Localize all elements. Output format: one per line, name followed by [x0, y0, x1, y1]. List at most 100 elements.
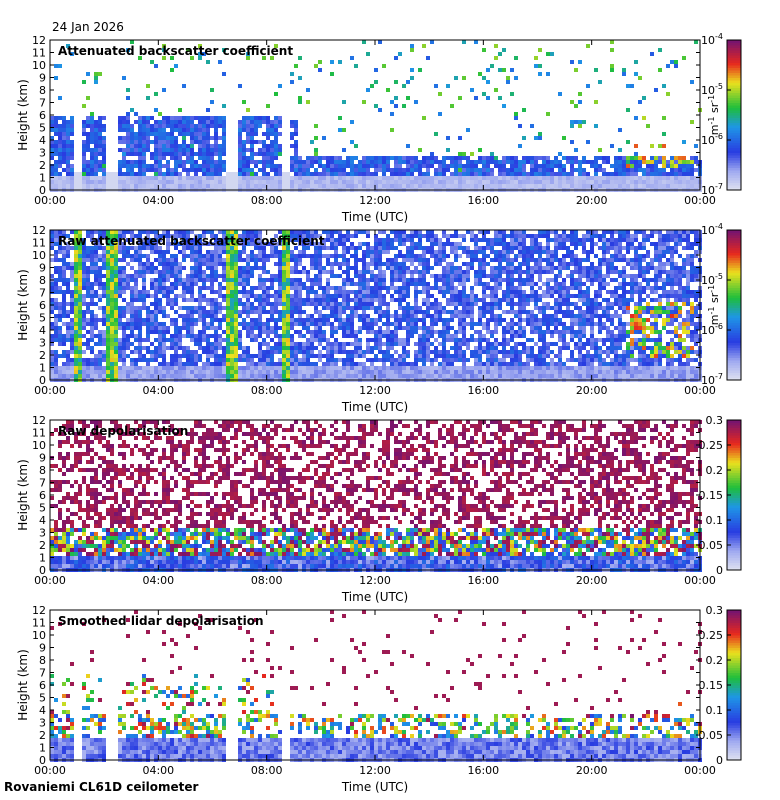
- heatmap-cell: [146, 124, 150, 128]
- heatmap-cell: [142, 132, 146, 136]
- heatmap-cell: [414, 286, 418, 290]
- heatmap-cell: [434, 84, 438, 88]
- colorbar-cell: [727, 145, 741, 148]
- heatmap-cell: [94, 128, 98, 132]
- heatmap-cell: [218, 250, 222, 254]
- heatmap-cell: [130, 298, 134, 302]
- heatmap-cell: [126, 254, 130, 258]
- heatmap-cell: [302, 238, 306, 242]
- heatmap-cell: [190, 358, 194, 362]
- heatmap-cell: [402, 160, 406, 164]
- heatmap-cell: [294, 124, 298, 128]
- heatmap-cell: [394, 160, 398, 164]
- heatmap-cell: [554, 160, 558, 164]
- heatmap-cell: [274, 242, 278, 246]
- heatmap-cell: [102, 262, 106, 266]
- heatmap-cell: [374, 318, 378, 322]
- heatmap-cell: [618, 176, 622, 180]
- heatmap-cell: [330, 266, 334, 270]
- heatmap-cell: [558, 92, 562, 96]
- heatmap-cell: [634, 160, 638, 164]
- heatmap-cell: [198, 144, 202, 148]
- heatmap-cell: [94, 342, 98, 346]
- heatmap-cell: [54, 334, 58, 338]
- heatmap-cell: [162, 342, 166, 346]
- heatmap-cell: [482, 92, 486, 96]
- heatmap-cell: [82, 168, 86, 172]
- heatmap-cell: [190, 242, 194, 246]
- heatmap-cell: [214, 270, 218, 274]
- heatmap-cell: [354, 254, 358, 258]
- heatmap-cell: [82, 250, 86, 254]
- heatmap-cell: [574, 104, 578, 108]
- heatmap-cell: [366, 52, 370, 56]
- heatmap-cell: [414, 310, 418, 314]
- heatmap-cell: [158, 156, 162, 160]
- heatmap-cell: [106, 366, 110, 370]
- heatmap-cell: [206, 172, 210, 176]
- heatmap-cell: [226, 310, 230, 314]
- heatmap-cell: [282, 346, 286, 350]
- heatmap-cell: [142, 302, 146, 306]
- heatmap-cell: [474, 164, 478, 168]
- heatmap-cell: [98, 298, 102, 302]
- heatmap-cell: [90, 346, 94, 350]
- heatmap-cell: [338, 262, 342, 266]
- heatmap-cell: [54, 254, 58, 258]
- heatmap-cell: [342, 238, 346, 242]
- heatmap-cell: [402, 346, 406, 350]
- heatmap-cell: [126, 334, 130, 338]
- heatmap-cell: [90, 266, 94, 270]
- heatmap-cell: [86, 322, 90, 326]
- heatmap-cell: [382, 184, 386, 188]
- heatmap-cell: [166, 362, 170, 366]
- heatmap-cell: [146, 84, 150, 88]
- heatmap-cell: [54, 160, 58, 164]
- heatmap-cell: [414, 242, 418, 246]
- colorbar-cell: [727, 127, 741, 131]
- heatmap-cell: [670, 176, 674, 180]
- heatmap-cell: [238, 366, 242, 370]
- heatmap-cell: [122, 354, 126, 358]
- heatmap-cell: [310, 350, 314, 354]
- heatmap-cell: [310, 254, 314, 258]
- heatmap-cell: [286, 330, 290, 334]
- heatmap-cell: [114, 318, 118, 322]
- heatmap-cell: [306, 330, 310, 334]
- heatmap-cell: [394, 290, 398, 294]
- heatmap-cell: [70, 330, 74, 334]
- heatmap-cell: [230, 362, 234, 366]
- heatmap-cell: [406, 278, 410, 282]
- heatmap-cell: [370, 294, 374, 298]
- heatmap-cell: [274, 144, 278, 148]
- heatmap-cell: [306, 302, 310, 306]
- heatmap-cell: [86, 374, 90, 378]
- heatmap-cell: [50, 374, 54, 378]
- heatmap-cell: [486, 160, 490, 164]
- heatmap-cell: [278, 338, 282, 342]
- heatmap-cell: [294, 298, 298, 302]
- heatmap-cell: [290, 350, 294, 354]
- heatmap-cell: [290, 184, 294, 188]
- heatmap-cell: [226, 362, 230, 366]
- heatmap-cell: [146, 350, 150, 354]
- heatmap-cell: [242, 148, 246, 152]
- heatmap-cell: [382, 180, 386, 184]
- heatmap-cell: [78, 258, 82, 262]
- heatmap-cell: [174, 322, 178, 326]
- heatmap-cell: [146, 266, 150, 270]
- heatmap-cell: [330, 366, 334, 370]
- heatmap-cell: [282, 366, 286, 370]
- heatmap-cell: [270, 132, 274, 136]
- heatmap-cell: [102, 128, 106, 132]
- heatmap-cell: [194, 374, 198, 378]
- heatmap-cell: [422, 180, 426, 184]
- heatmap-cell: [234, 180, 238, 184]
- heatmap-cell: [186, 350, 190, 354]
- colorbar-cell: [727, 112, 741, 116]
- heatmap-cell: [690, 176, 694, 180]
- heatmap-cell: [362, 172, 366, 176]
- heatmap-cell: [326, 366, 330, 370]
- heatmap-cell: [370, 246, 374, 250]
- heatmap-cell: [146, 318, 150, 322]
